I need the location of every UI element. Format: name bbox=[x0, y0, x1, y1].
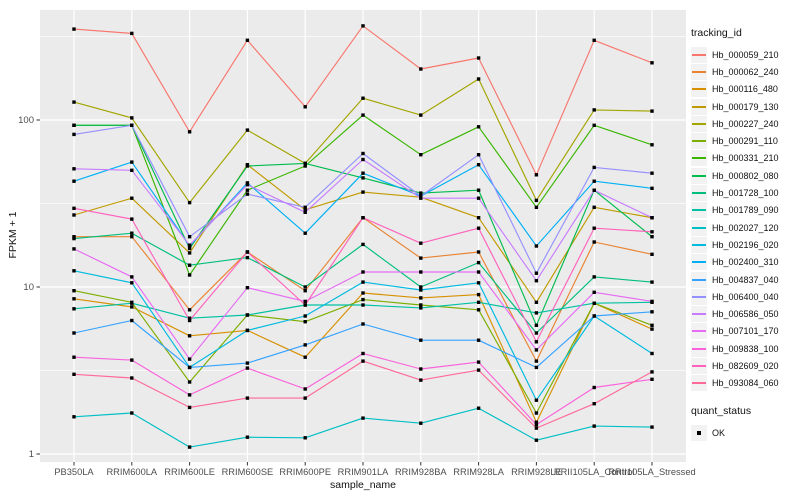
legend-item-label: Hb_007101_170 bbox=[712, 326, 779, 337]
legend-item-label: Hb_000062_240 bbox=[712, 66, 779, 77]
legend-title: tracking_id bbox=[691, 27, 742, 39]
legend-item-Hb_000227_240: Hb_000227_240 bbox=[691, 115, 799, 132]
svg-text:RRIM928LE: RRIM928LE bbox=[511, 467, 562, 477]
legend-items: Hb_000059_210 Hb_000062_240 Hb_000116_480 H… bbox=[691, 46, 799, 392]
legend-item-label: Hb_082609_020 bbox=[712, 360, 779, 371]
legend-item-Hb_000291_110: Hb_000291_110 bbox=[691, 132, 799, 150]
svg-text:RRIM600LE: RRIM600LE bbox=[164, 467, 215, 477]
axis-ticks bbox=[36, 119, 653, 466]
legend-item-Hb_001789_090: Hb_001789_090 bbox=[691, 202, 799, 219]
legend-item-label: Hb_000059_210 bbox=[712, 49, 779, 60]
svg-text:RRIM600SE: RRIM600SE bbox=[222, 467, 274, 477]
legend-item-Hb_002196_020: Hb_002196_020 bbox=[691, 236, 799, 253]
legend-item-Hb_000059_210: Hb_000059_210 bbox=[691, 46, 799, 63]
legend-item-Hb_082609_020: Hb_082609_020 bbox=[691, 357, 799, 374]
svg-text:RRIM928LA: RRIM928LA bbox=[453, 467, 504, 477]
svg-text:RRII105LA_Control: RRII105LA_Control bbox=[554, 467, 635, 477]
legend-item-Hb_093084_060: Hb_093084_060 bbox=[691, 375, 799, 392]
legend-item-Hb_007101_170: Hb_007101_170 bbox=[691, 323, 799, 340]
legend-item-Hb_006586_050: Hb_006586_050 bbox=[691, 305, 799, 323]
legend-line-swatch-icon bbox=[691, 375, 707, 392]
legend-line-swatch-icon bbox=[691, 271, 707, 288]
legend-item-Hb_000062_240: Hb_000062_240 bbox=[691, 63, 799, 80]
svg-text:1: 1 bbox=[29, 449, 34, 460]
legend-item-Hb_000116_480: Hb_000116_480 bbox=[691, 81, 799, 98]
legend-line-swatch-icon bbox=[691, 133, 707, 150]
legend-line-swatch-icon bbox=[691, 236, 707, 253]
legend-item-label: Hb_000116_480 bbox=[712, 84, 778, 95]
legend-item-label: Hb_000331_210 bbox=[712, 153, 779, 164]
legend-line-swatch-icon bbox=[691, 340, 707, 357]
legend-line-swatch-icon bbox=[691, 254, 707, 271]
legend-line-swatch-icon bbox=[691, 46, 707, 63]
legend-item-label: Hb_001789_090 bbox=[712, 205, 779, 216]
legend-item-Hb_009838_100: Hb_009838_100 bbox=[691, 340, 799, 357]
legend-item-label: Hb_004837_040 bbox=[712, 274, 779, 285]
legend-line-swatch-icon bbox=[691, 150, 707, 167]
legend-item-label: Hb_006400_040 bbox=[712, 291, 779, 302]
legend-item-Hb_000802_080: Hb_000802_080 bbox=[691, 167, 799, 184]
legend-item-label: Hb_093084_060 bbox=[712, 378, 779, 389]
svg-text:RRIM928BA: RRIM928BA bbox=[395, 467, 447, 477]
svg-text:PB350LA: PB350LA bbox=[54, 467, 94, 477]
data-point-markers bbox=[72, 24, 654, 449]
legend-line-swatch-icon bbox=[691, 98, 707, 115]
svg-text:10: 10 bbox=[23, 282, 34, 293]
legend-item-label: Hb_000802_080 bbox=[712, 170, 779, 181]
legend-item-Hb_006400_040: Hb_006400_040 bbox=[691, 288, 799, 305]
legend-line-swatch-icon bbox=[691, 219, 707, 236]
legend-item-label: Hb_002027_120 bbox=[712, 222, 779, 233]
legend-line-swatch-icon bbox=[691, 167, 707, 184]
legend-line-swatch-icon bbox=[691, 202, 707, 219]
svg-text:RRIM600LA: RRIM600LA bbox=[106, 467, 157, 477]
legend-item-label: Hb_000179_130 bbox=[712, 101, 779, 112]
legend-item-Hb_004837_040: Hb_004837_040 bbox=[691, 271, 799, 288]
legend-line-swatch-icon bbox=[691, 115, 707, 132]
legend-item-label: Hb_000291_110 bbox=[712, 136, 778, 147]
quant-legend-item: OK bbox=[691, 424, 799, 441]
svg-text:RRIM600PE: RRIM600PE bbox=[279, 467, 331, 477]
svg-text:100: 100 bbox=[18, 115, 34, 126]
legend-line-swatch-icon bbox=[691, 185, 707, 202]
y-tick-labels: 1 10 100 bbox=[18, 115, 34, 460]
quant-legend-label: OK bbox=[712, 427, 726, 438]
legend-item-label: Hb_002196_020 bbox=[712, 239, 779, 250]
legend: tracking_id Hb_000059_210 Hb_000062_240 Hb… bbox=[691, 27, 799, 441]
legend-item-label: Hb_002400_310 bbox=[712, 257, 779, 268]
y-axis-title: FPKM + 1 bbox=[7, 211, 19, 259]
legend-item-Hb_002027_120: Hb_002027_120 bbox=[691, 219, 799, 236]
legend-item-label: Hb_001728_100 bbox=[712, 188, 779, 199]
legend-line-swatch-icon bbox=[691, 63, 707, 80]
svg-text:RRII105LA_Stressed: RRII105LA_Stressed bbox=[608, 467, 695, 477]
legend-line-swatch-icon bbox=[691, 306, 707, 323]
gridlines bbox=[40, 10, 686, 462]
legend-item-label: Hb_009838_100 bbox=[712, 343, 779, 354]
legend-line-swatch-icon bbox=[691, 288, 707, 305]
legend-line-swatch-icon bbox=[691, 323, 707, 340]
legend-item-Hb_000179_130: Hb_000179_130 bbox=[691, 98, 799, 115]
legend-item-Hb_000331_210: Hb_000331_210 bbox=[691, 150, 799, 167]
svg-text:RRIM901LA: RRIM901LA bbox=[338, 467, 389, 477]
legend-item-Hb_001728_100: Hb_001728_100 bbox=[691, 184, 799, 202]
legend-line-swatch-icon bbox=[691, 357, 707, 374]
legend-line-swatch-icon bbox=[691, 81, 707, 98]
legend-item-label: Hb_006586_050 bbox=[712, 309, 779, 320]
legend-item-label: Hb_000227_240 bbox=[712, 118, 779, 129]
ok-square-marker-icon bbox=[691, 424, 707, 441]
x-axis-title: sample_name bbox=[330, 479, 396, 491]
quant-legend-title: quant_status bbox=[691, 404, 752, 417]
x-tick-labels: PB350LA RRIM600LA RRIM600LE RRIM600SE RRIM60… bbox=[54, 467, 695, 477]
legend-item-Hb_002400_310: Hb_002400_310 bbox=[691, 254, 799, 271]
